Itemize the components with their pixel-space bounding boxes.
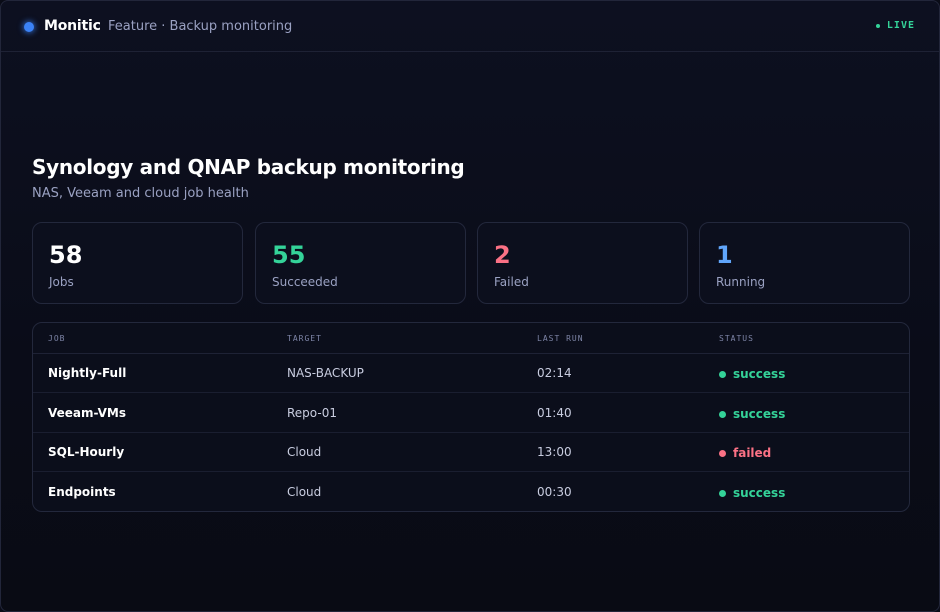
table-row[interactable]: SQL-Hourly Cloud 13:00 failed <box>33 433 909 472</box>
stat-card-running: 1 Running <box>699 222 910 304</box>
stat-label: Jobs <box>49 275 74 289</box>
stat-card-failed: 2 Failed <box>477 222 688 304</box>
job-target: Repo-01 <box>287 406 337 420</box>
status-badge: failed <box>719 446 771 460</box>
column-header-target[interactable]: TARGET <box>287 334 322 343</box>
breadcrumb: Feature · Backup monitoring <box>108 19 293 34</box>
job-target: Cloud <box>287 445 322 459</box>
job-name: SQL-Hourly <box>48 445 125 459</box>
table-row[interactable]: Nightly-Full NAS-BACKUP 02:14 success <box>33 354 909 393</box>
job-last-run: 02:14 <box>537 366 572 380</box>
job-target: Cloud <box>287 485 322 499</box>
live-label: LIVE <box>886 20 915 31</box>
brand-name[interactable]: Monitic <box>44 18 101 34</box>
page-subtitle: NAS, Veeam and cloud job health <box>32 186 249 201</box>
stat-label: Running <box>716 275 766 289</box>
jobs-table: JOB TARGET LAST RUN STATUS Nightly-Full … <box>32 322 910 512</box>
status-dot-icon <box>719 449 726 457</box>
stat-label: Succeeded <box>272 275 338 289</box>
stat-card-jobs: 58 Jobs <box>32 222 243 304</box>
column-header-last-run[interactable]: LAST RUN <box>537 334 584 343</box>
job-last-run: 00:30 <box>537 485 572 499</box>
job-target: NAS-BACKUP <box>287 366 364 380</box>
status-text: success <box>733 407 786 421</box>
status-badge: success <box>719 367 785 381</box>
stat-value: 58 <box>49 241 83 269</box>
brand-logo-icon <box>24 22 34 32</box>
stats-row: 58 Jobs 55 Succeeded 2 Failed 1 Running <box>32 222 910 304</box>
status-text: success <box>733 367 786 381</box>
stat-card-succeeded: 55 Succeeded <box>255 222 466 304</box>
job-last-run: 01:40 <box>537 406 572 420</box>
status-dot-icon <box>719 489 726 497</box>
stat-value: 1 <box>716 241 733 269</box>
status-text: success <box>733 486 786 500</box>
top-bar: Monitic Feature · Backup monitoring LIVE <box>1 1 939 52</box>
table-row[interactable]: Veeam-VMs Repo-01 01:40 success <box>33 394 909 433</box>
page-title: Synology and QNAP backup monitoring <box>32 155 465 179</box>
status-badge: success <box>719 486 785 500</box>
job-name: Endpoints <box>48 485 116 499</box>
column-header-job[interactable]: JOB <box>48 334 66 343</box>
status-dot-icon <box>719 410 726 418</box>
live-indicator: LIVE <box>875 20 915 31</box>
column-header-status[interactable]: STATUS <box>719 334 754 343</box>
status-badge: success <box>719 407 785 421</box>
table-row[interactable]: Endpoints Cloud 00:30 success <box>33 473 909 511</box>
live-dot-icon <box>875 23 880 28</box>
status-text: failed <box>733 446 772 460</box>
stat-label: Failed <box>494 275 529 289</box>
stat-value: 2 <box>494 241 511 269</box>
job-last-run: 13:00 <box>537 445 572 459</box>
job-name: Nightly-Full <box>48 366 127 380</box>
table-header: JOB TARGET LAST RUN STATUS <box>33 323 909 354</box>
status-dot-icon <box>719 370 726 378</box>
stat-value: 55 <box>272 241 306 269</box>
job-name: Veeam-VMs <box>48 406 126 420</box>
